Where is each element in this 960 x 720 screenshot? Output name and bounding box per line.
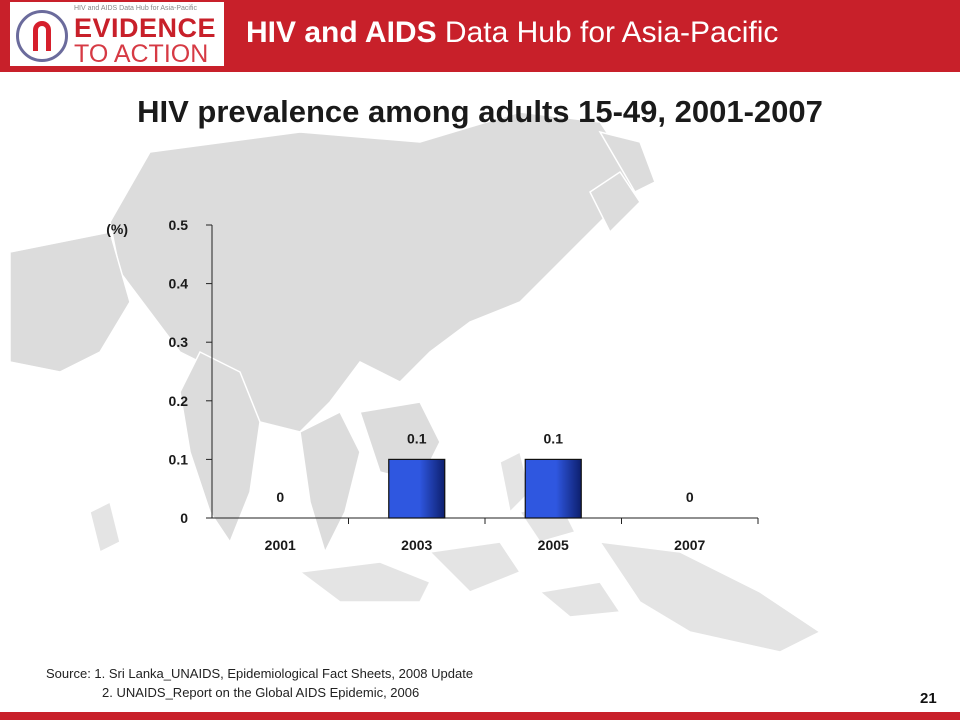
- x-tick-label: 2003: [401, 537, 432, 553]
- hub-title-bold: HIV and AIDS: [246, 16, 437, 49]
- y-axis-label: (%): [106, 221, 128, 237]
- bar-2003: [388, 458, 446, 519]
- red-ribbon-icon: [33, 21, 51, 51]
- y-tick-label: 0.2: [169, 393, 189, 409]
- x-tick-label: 2001: [265, 537, 296, 553]
- data-label-2007: 0: [686, 489, 694, 505]
- x-tick-label: 2005: [538, 537, 569, 553]
- source-note: Source: 1. Sri Lanka_UNAIDS, Epidemiolog…: [46, 664, 473, 702]
- un-emblem-icon: [16, 10, 68, 62]
- hub-title-rest: Data Hub for Asia-Pacific: [436, 16, 779, 49]
- evidence-to-action-logo: HIV and AIDS Data Hub for Asia-Pacific E…: [8, 0, 226, 68]
- header-band: HIV and AIDS Data Hub for Asia-Pacific E…: [0, 0, 960, 72]
- x-tick-label: 2007: [674, 537, 705, 553]
- logo-tagline: HIV and AIDS Data Hub for Asia-Pacific: [74, 5, 197, 12]
- y-tick-label: 0.1: [169, 451, 189, 467]
- page-number: 21: [920, 690, 937, 707]
- y-tick-label: 0.5: [169, 217, 189, 233]
- hub-title: HIV and AIDS Data Hub for Asia-Pacific: [246, 16, 778, 50]
- footer-bar: [0, 712, 960, 720]
- data-label-2005: 0.1: [544, 430, 564, 446]
- source-line-1: Source: 1. Sri Lanka_UNAIDS, Epidemiolog…: [46, 666, 474, 681]
- chart-title: HIV prevalence among adults 15-49, 2001-…: [137, 94, 823, 129]
- source-line-2: 2. UNAIDS_Report on the Global AIDS Epid…: [102, 685, 420, 700]
- logo-to-action-text: TO ACTION: [74, 40, 209, 68]
- data-label-2003: 0.1: [407, 430, 427, 446]
- data-label-2001: 0: [276, 489, 284, 505]
- bar-2005: [524, 458, 582, 519]
- y-tick-label: 0.4: [169, 276, 189, 292]
- y-tick-label: 0.3: [169, 334, 189, 350]
- logo-evidence-text: EVIDENCE: [74, 13, 217, 43]
- y-tick-label: 0: [180, 510, 188, 526]
